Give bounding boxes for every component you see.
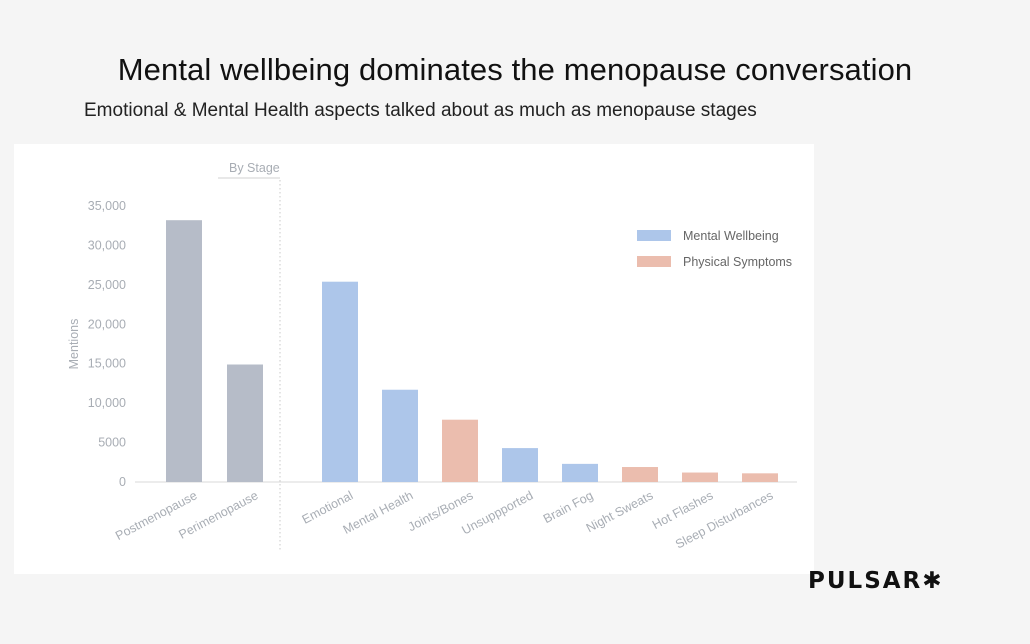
brand-name: PULSAR xyxy=(808,568,923,594)
y-tick-label: 5000 xyxy=(98,436,126,450)
chart-title: Mental wellbeing dominates the menopause… xyxy=(117,52,913,87)
section-label-by-stage: By Stage xyxy=(229,161,280,175)
legend-label-mental: Mental Wellbeing xyxy=(683,229,779,243)
y-tick-labels: 0 5000 10,000 15,000 20,000 25,000 30,000 35,00… xyxy=(88,199,126,489)
bar-joints-bones xyxy=(442,419,478,482)
bar-postmenopause xyxy=(166,220,202,483)
y-tick-label: 0 xyxy=(119,475,126,489)
asterisk-icon: ✱ xyxy=(922,568,944,594)
bar-hot-flashes xyxy=(682,472,718,482)
bar-night-sweats xyxy=(622,467,658,482)
y-axis-label: Mentions xyxy=(67,319,81,370)
bar-emotional xyxy=(322,281,358,482)
y-tick-label: 25,000 xyxy=(88,278,126,292)
chart-panel xyxy=(14,144,814,574)
x-tick-label: Night Sweats xyxy=(584,488,656,535)
bar-sleep-disturbances xyxy=(742,473,778,482)
brand-logo: PULSAR✱ xyxy=(808,568,944,594)
y-tick-label: 35,000 xyxy=(88,199,126,213)
bars xyxy=(166,220,778,483)
y-tick-label: 10,000 xyxy=(88,396,126,410)
legend-swatch-mental xyxy=(637,230,671,241)
bar-brain-fog xyxy=(562,463,598,482)
chart-subtitle: Emotional & Mental Health aspects talked… xyxy=(84,100,757,121)
bar-mental-health xyxy=(382,389,418,482)
legend: Mental Wellbeing Physical Symptoms xyxy=(637,229,792,269)
legend-swatch-physical xyxy=(637,256,671,267)
y-tick-label: 30,000 xyxy=(88,238,126,252)
y-tick-label: 20,000 xyxy=(88,317,126,331)
x-tick-label: Sleep Disturbances xyxy=(673,488,775,551)
y-tick-label: 15,000 xyxy=(88,357,126,371)
legend-label-physical: Physical Symptoms xyxy=(683,255,792,269)
bar-unsuppported xyxy=(502,448,538,482)
bar-perimenopause xyxy=(227,364,263,482)
